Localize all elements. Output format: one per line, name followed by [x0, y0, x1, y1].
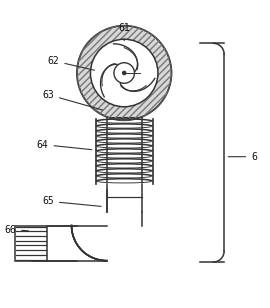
Circle shape	[123, 71, 126, 75]
Polygon shape	[72, 225, 107, 261]
Text: 61: 61	[118, 23, 130, 41]
Bar	[32, 225, 107, 261]
Text: 63: 63	[42, 90, 103, 110]
Circle shape	[77, 26, 171, 120]
Text: 65: 65	[42, 196, 101, 206]
Bar	[15, 225, 47, 261]
Text: 64: 64	[37, 140, 92, 150]
Bar	[107, 184, 142, 212]
Circle shape	[114, 63, 134, 83]
Bar	[96, 119, 153, 184]
Circle shape	[90, 39, 158, 107]
Text: 62: 62	[48, 56, 94, 70]
Bar	[107, 117, 142, 182]
Text: 6: 6	[228, 152, 257, 162]
Text: 66: 66	[4, 225, 28, 235]
